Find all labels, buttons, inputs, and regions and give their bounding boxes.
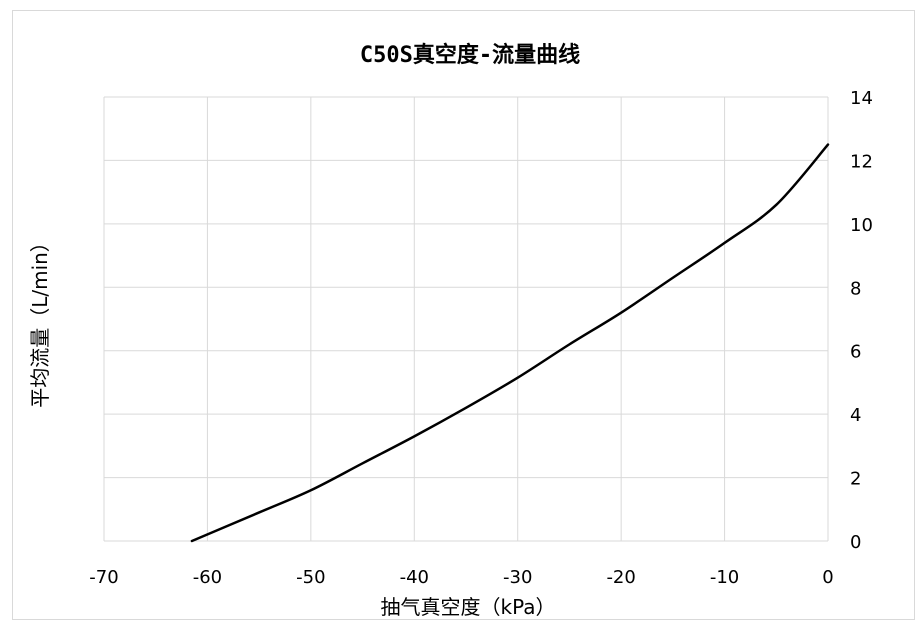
x-tick-label: 0: [822, 567, 833, 588]
x-tick-label: -50: [296, 567, 325, 588]
y-tick-label: 8: [850, 278, 861, 299]
x-tick-label: -30: [503, 567, 532, 588]
tick-labels: -70 -60 -50 -40 -30 -20 -10 00 2 4 6 8 10 12 14: [89, 88, 873, 588]
y-tick-label: 0: [850, 532, 861, 553]
series-layer: [190, 143, 830, 543]
y-tick-label: 6: [850, 342, 861, 363]
gridlines: [103, 96, 829, 542]
x-tick-label: -70: [89, 567, 118, 588]
y-tick-label: 4: [850, 405, 861, 426]
y-axis-title: 平均流量（L/min）: [28, 232, 52, 408]
y-tick-label: 2: [850, 469, 861, 490]
x-tick-label: -40: [400, 567, 429, 588]
y-tick-label: 14: [850, 88, 873, 109]
x-tick-label: -60: [193, 567, 222, 588]
x-tick-label: -20: [606, 567, 635, 588]
x-tick-label: -10: [710, 567, 739, 588]
y-tick-label: 12: [850, 151, 873, 172]
series-line: [190, 143, 830, 543]
y-tick-label: 10: [850, 215, 873, 236]
x-axis-title: 抽气真空度（kPa）: [381, 595, 556, 619]
chart-title: C50S真空度-流量曲线: [360, 42, 580, 68]
